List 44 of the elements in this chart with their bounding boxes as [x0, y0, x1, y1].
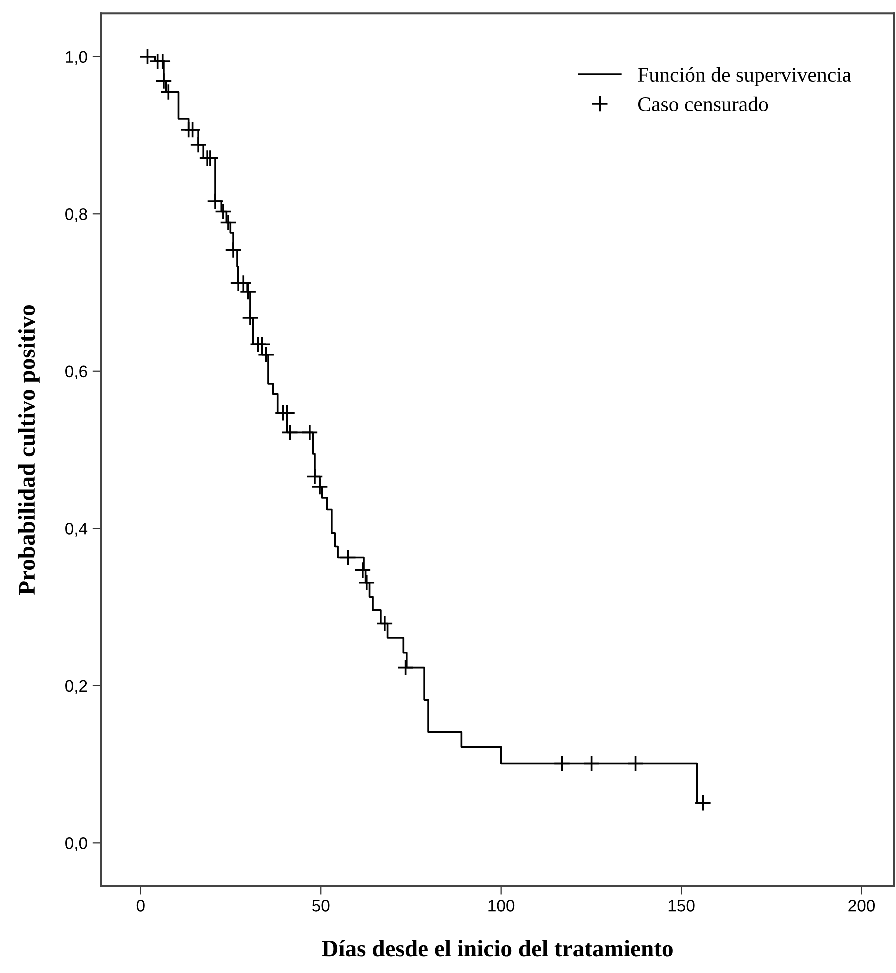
point	[240, 283, 257, 301]
y-tick-label: 0,4	[66, 523, 88, 537]
point	[340, 549, 357, 566]
point	[358, 574, 376, 592]
point	[554, 755, 571, 772]
y-axis-title: Probabilidad cultivo positivo	[18, 305, 40, 596]
x-tick-label: 200	[848, 900, 876, 912]
legend-label: Función de supervivencia	[638, 67, 852, 86]
y-tick-label: 1,0	[66, 51, 88, 66]
point	[311, 478, 329, 496]
y-tick-label: 0,8	[66, 208, 88, 222]
x-tick-label: 0	[136, 900, 145, 912]
point	[184, 121, 202, 139]
point	[214, 203, 232, 220]
point	[190, 136, 208, 154]
point	[282, 424, 299, 442]
y-tick-label: 0,6	[66, 366, 88, 380]
x-tick-label: 150	[668, 900, 695, 912]
point	[154, 53, 172, 70]
x-tick-label: 100	[488, 900, 515, 912]
point	[278, 404, 296, 422]
point	[354, 562, 372, 579]
x-tick-label: 50	[312, 900, 330, 912]
y-tick-label: 0,0	[66, 838, 88, 852]
point	[397, 659, 414, 676]
point	[242, 309, 260, 326]
point	[627, 755, 644, 772]
point	[160, 84, 178, 101]
x-axis-title: Días desde el inicio del tratamiento	[322, 940, 673, 957]
point	[306, 468, 324, 486]
legend-label: Caso censurado	[638, 96, 768, 112]
point	[376, 615, 394, 632]
y-tick-label: 0,2	[66, 680, 88, 694]
point	[254, 336, 271, 354]
point	[206, 193, 224, 210]
point	[235, 274, 252, 292]
point	[301, 424, 318, 442]
point	[224, 242, 242, 259]
point	[155, 72, 173, 90]
point	[694, 794, 712, 812]
point	[220, 214, 238, 232]
point	[258, 346, 275, 364]
point	[583, 755, 600, 772]
point	[202, 150, 220, 167]
